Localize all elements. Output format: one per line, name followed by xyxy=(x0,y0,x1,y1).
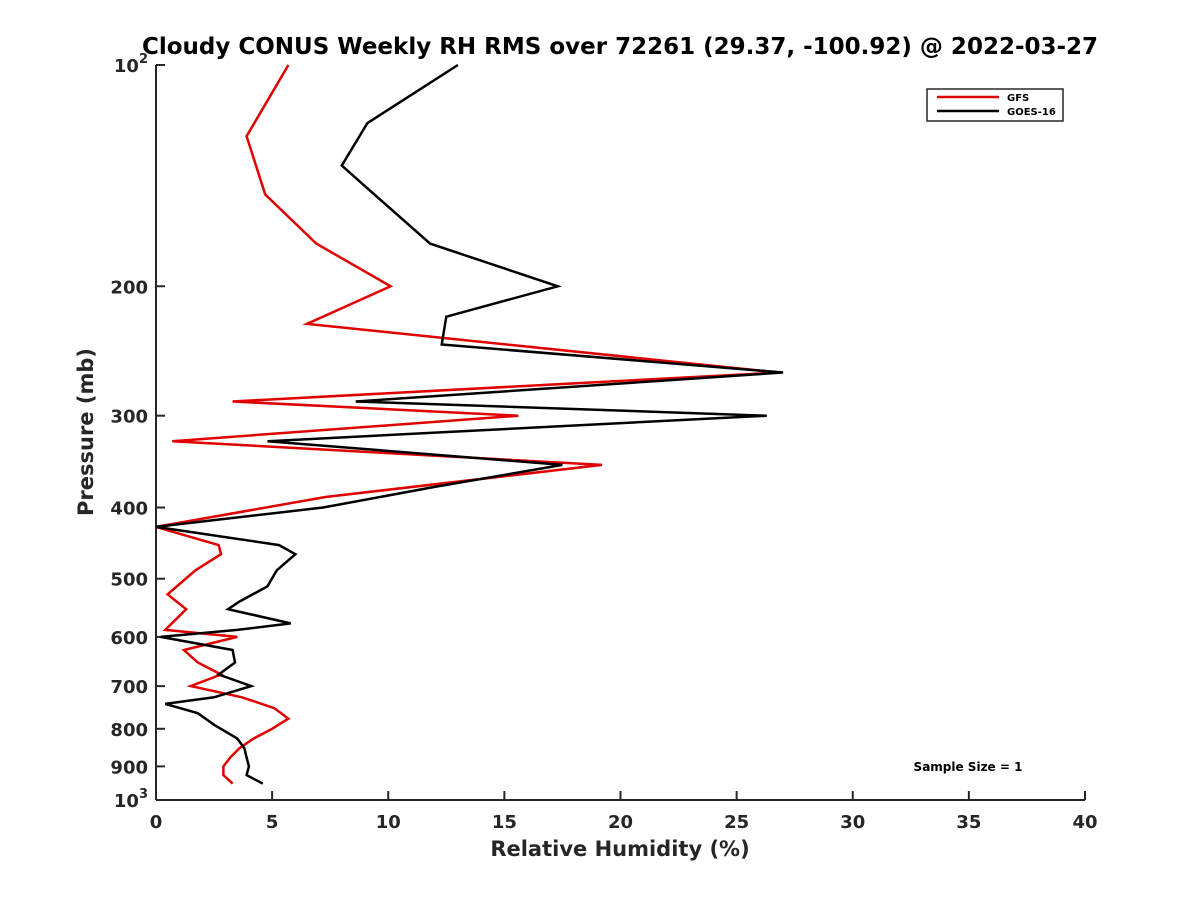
chart-title: Cloudy CONUS Weekly RH RMS over 72261 (2… xyxy=(142,34,1098,60)
x-tick-label: 40 xyxy=(1072,812,1097,833)
x-tick-label: 5 xyxy=(266,812,279,833)
y-tick-label: 200 xyxy=(110,277,148,298)
y-tick-label: 400 xyxy=(110,499,148,520)
x-axis-label: Relative Humidity (%) xyxy=(490,837,749,861)
y-tick-label: 500 xyxy=(110,570,148,591)
y-tick-label: 600 xyxy=(110,628,148,649)
sample-size-annotation: Sample Size = 1 xyxy=(914,760,1023,774)
y-tick-label: 300 xyxy=(110,407,148,428)
legend: GFS GOES-16 xyxy=(926,88,1064,122)
x-tick-label: 30 xyxy=(840,812,865,833)
y-tick-label: 700 xyxy=(110,677,148,698)
x-tick-label: 35 xyxy=(956,812,981,833)
series-line-gfs xyxy=(155,64,779,785)
y-tick-label: 800 xyxy=(110,720,148,741)
y-tick-label-base: 10 xyxy=(114,56,139,77)
series-line-goes-16 xyxy=(155,63,784,785)
y-tick-label-exponent: 3 xyxy=(139,787,148,802)
x-axis: 0 5 10 15 20 25 30 35 40 xyxy=(150,791,1098,833)
y-tick-label: 103 xyxy=(114,787,148,812)
x-tick-label: 0 xyxy=(150,812,163,833)
legend-label: GOES-16 xyxy=(1007,107,1056,118)
y-tick-label: 900 xyxy=(110,757,148,778)
y-tick-label-exponent: 2 xyxy=(139,52,148,67)
x-tick-label: 15 xyxy=(492,812,517,833)
y-tick-label-base: 10 xyxy=(114,791,139,812)
x-tick-label: 25 xyxy=(724,812,749,833)
x-tick-label: 20 xyxy=(608,812,633,833)
legend-box xyxy=(926,88,1064,122)
y-tick-label: 102 xyxy=(114,52,148,77)
series-layer xyxy=(155,63,784,785)
legend-label: GFS xyxy=(1007,93,1029,104)
y-axis-label: Pressure (mb) xyxy=(74,348,98,516)
x-tick-label: 10 xyxy=(376,812,401,833)
